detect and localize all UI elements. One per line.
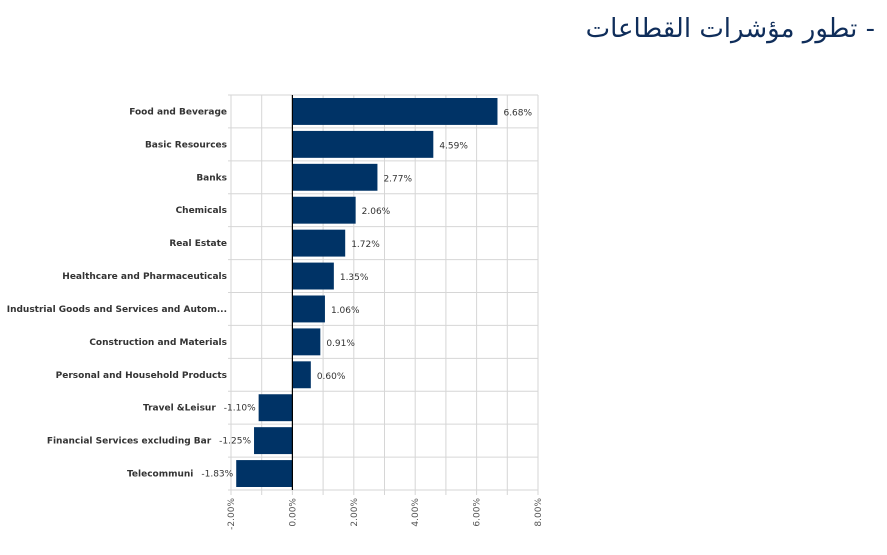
bar [292,229,346,257]
data-label: 2.06% [362,207,391,217]
bar [292,196,356,224]
bar [292,295,325,323]
x-tick-label: 0.00% [288,498,298,527]
x-tick-label: -2.00% [227,498,237,530]
bar [258,394,293,422]
data-label: 0.60% [317,372,346,382]
category-label: Basic Resources [145,140,227,150]
bar [292,262,334,290]
x-tick-label: 4.00% [411,498,421,527]
data-label: 0.91% [326,339,355,349]
data-label: -1.83% [201,470,233,480]
data-label: 1.35% [340,273,369,283]
data-label: 2.77% [383,174,412,184]
category-label: Food and Beverage [129,107,227,117]
category-label: Healthcare and Pharmaceuticals [62,272,227,282]
x-tick-label: 8.00% [534,498,544,527]
data-label: -1.25% [219,437,251,447]
category-label: Construction and Materials [89,338,227,348]
bar [292,328,321,356]
category-label: Real Estate [169,239,227,249]
bar [292,361,311,389]
bar [292,98,498,125]
x-tick-label: 6.00% [473,498,483,527]
page-title: - تطور مؤشرات القطاعات [585,14,875,44]
category-label: Personal and Household Products [56,371,227,381]
category-label: Travel &Leisur [143,404,216,414]
category-label: Industrial Goods and Services and Autom.… [7,305,227,315]
x-tick-label: 2.00% [350,498,360,527]
data-label: 6.68% [503,108,532,118]
category-label: Banks [196,173,227,183]
data-label: 4.59% [439,141,468,151]
bar [254,427,293,455]
category-label: Chemicals [176,206,227,216]
data-label: 1.06% [331,306,360,316]
bar [236,460,293,487]
category-label: Telecommuni [127,470,193,480]
bar [292,130,434,158]
category-label: Financial Services excluding Bar [47,437,212,447]
data-label: -1.10% [224,404,256,414]
bar [292,163,378,191]
data-label: 1.72% [351,240,380,250]
